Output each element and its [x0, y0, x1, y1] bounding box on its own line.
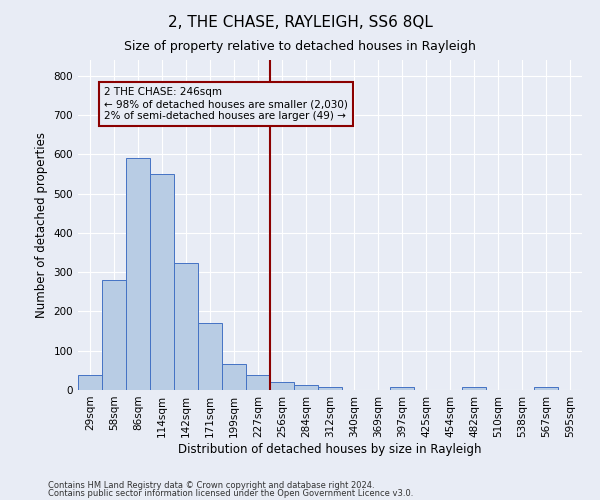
- Bar: [102, 280, 126, 390]
- Bar: [174, 263, 198, 390]
- Text: 2, THE CHASE, RAYLEIGH, SS6 8QL: 2, THE CHASE, RAYLEIGH, SS6 8QL: [167, 15, 433, 30]
- Bar: [270, 382, 294, 390]
- Text: Size of property relative to detached houses in Rayleigh: Size of property relative to detached ho…: [124, 40, 476, 53]
- Bar: [246, 376, 270, 390]
- Bar: [222, 364, 246, 390]
- Text: Contains HM Land Registry data © Crown copyright and database right 2024.: Contains HM Land Registry data © Crown c…: [48, 480, 374, 490]
- Bar: [462, 387, 486, 390]
- Bar: [318, 387, 342, 390]
- Bar: [294, 386, 318, 390]
- Bar: [126, 158, 150, 390]
- Bar: [534, 387, 558, 390]
- Y-axis label: Number of detached properties: Number of detached properties: [35, 132, 48, 318]
- Bar: [150, 174, 174, 390]
- Bar: [198, 323, 222, 390]
- Text: 2 THE CHASE: 246sqm
← 98% of detached houses are smaller (2,030)
2% of semi-deta: 2 THE CHASE: 246sqm ← 98% of detached ho…: [104, 88, 348, 120]
- X-axis label: Distribution of detached houses by size in Rayleigh: Distribution of detached houses by size …: [178, 442, 482, 456]
- Bar: [390, 387, 414, 390]
- Text: Contains public sector information licensed under the Open Government Licence v3: Contains public sector information licen…: [48, 489, 413, 498]
- Bar: [78, 376, 102, 390]
